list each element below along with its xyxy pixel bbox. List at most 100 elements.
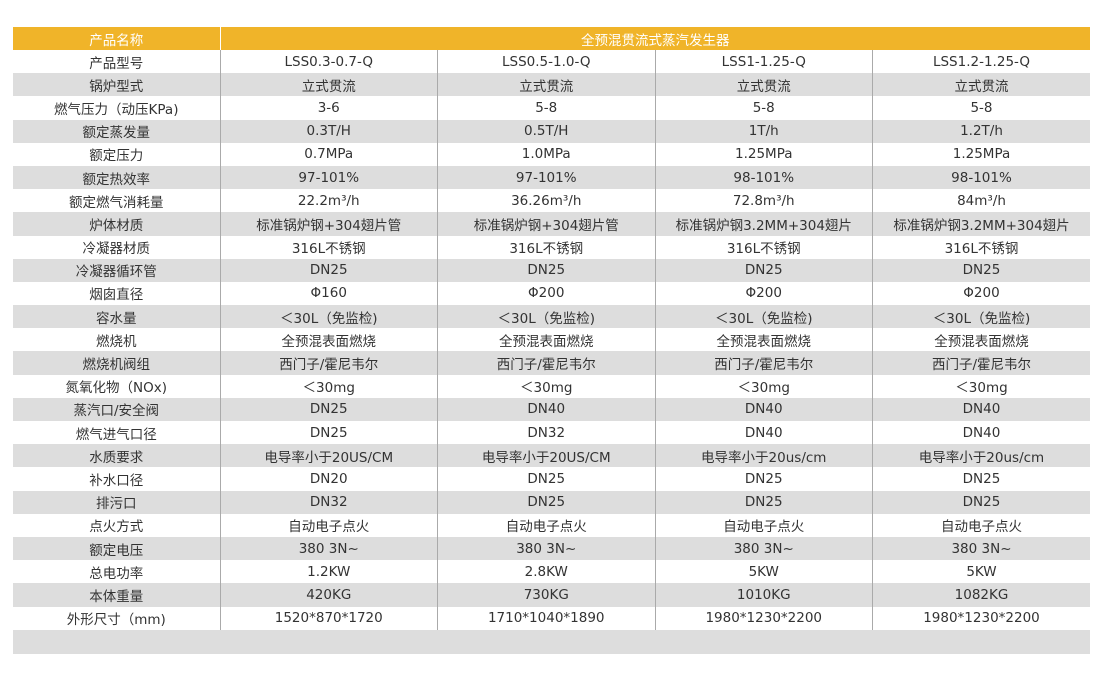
cell-value: 全预混表面燃烧 [220,328,438,352]
row-label: 产品型号 [13,50,221,74]
cell-value: 316L不锈钢 [437,235,656,259]
cell-value: 1520*870*1720 [220,606,438,630]
table-row: 水质要求 电导率小于20US/CM 电导率小于20US/CM 电导率小于20us/cm… [13,444,1090,468]
cell-value: 97-101% [220,165,438,190]
cell-value: DN40 [872,421,1090,445]
row-label: 燃气进气口径 [13,421,221,445]
cell-value: DN25 [437,490,656,514]
row-label: 排污口 [13,490,221,514]
cell-value: 1.25MPa [655,142,873,166]
cell-value: Φ200 [872,281,1090,306]
cell-value: DN25 [220,258,438,282]
cell-value: 1T/h [655,119,873,143]
cell-value: 全预混表面燃烧 [437,328,656,352]
cell-value: 电导率小于20US/CM [437,444,656,468]
row-label: 燃烧机 [13,328,221,352]
cell-value: DN25 [872,490,1090,514]
cell-value: DN40 [872,397,1090,421]
cell-value: 西门子/霍尼韦尔 [872,351,1090,375]
cell-value: 5-8 [872,96,1090,120]
cell-value: 电导率小于20us/cm [872,444,1090,468]
cell-value: 标准锅炉钢+304翅片管 [437,212,656,236]
row-label: 额定电压 [13,536,221,561]
row-label: 本体重量 [13,583,221,607]
table-row: 炉体材质 标准锅炉钢+304翅片管 标准锅炉钢+304翅片管 标准锅炉钢3.2MM+3… [13,212,1090,236]
cell-value: 1980*1230*2200 [872,606,1090,630]
cell-value: 西门子/霍尼韦尔 [655,351,873,375]
cell-value: 全预混表面燃烧 [872,328,1090,352]
cell-value: ＜30mg [437,374,656,398]
cell-value: LSS1.2-1.25-Q [872,50,1090,74]
cell-value: LSS0.5-1.0-Q [437,50,656,74]
cell-value: DN25 [220,421,438,445]
header-row: 产品名称 全预混贯流式蒸汽发生器 [13,27,1090,50]
table-row: 额定压力 0.7MPa 1.0MPa 1.25MPa 1.25MPa [13,142,1090,166]
cell-value: ＜30mg [655,374,873,398]
row-label: 额定燃气消耗量 [13,189,221,213]
cell-value: 380 3N~ [872,536,1090,561]
cell-value: 5KW [655,560,873,584]
cell-value: 标准锅炉钢+304翅片管 [220,212,438,236]
cell-value: DN40 [655,421,873,445]
cell-value: DN25 [872,467,1090,491]
table-row: 总电功率 1.2KW 2.8KW 5KW 5KW [13,560,1090,584]
cell-value: DN25 [655,258,873,282]
cell-value: 5-8 [437,96,656,120]
cell-value: 0.3T/H [220,119,438,143]
row-label: 水质要求 [13,444,221,468]
table-row: 燃气进气口径 DN25 DN32 DN40 DN40 [13,421,1090,445]
cell-value: LSS1-1.25-Q [655,50,873,74]
table-row: 额定电压 380 3N~ 380 3N~ 380 3N~ 380 3N~ [13,536,1090,561]
cell-value: 西门子/霍尼韦尔 [220,351,438,375]
cell-value: 72.8m³/h [655,189,873,213]
cell-value: 1710*1040*1890 [437,606,656,630]
table-row: 氮氧化物（NOx) ＜30mg ＜30mg ＜30mg ＜30mg [13,374,1090,398]
cell-value: ＜30L（免监检) [437,305,656,329]
table-row: 额定燃气消耗量 22.2m³/h 36.26m³/h 72.8m³/h 84m³/h [13,189,1090,213]
row-label: 补水口径 [13,467,221,491]
cell-value: 730KG [437,583,656,607]
cell-value: 1.25MPa [872,142,1090,166]
table-row: 燃气压力（动压KPa) 3-6 5-8 5-8 5-8 [13,96,1090,120]
row-label: 锅炉型式 [13,73,221,97]
cell-value: DN32 [437,421,656,445]
cell-value: DN40 [437,397,656,421]
table-row: 烟囱直径 Φ160 Φ200 Φ200 Φ200 [13,281,1090,306]
cell-value: 380 3N~ [220,536,438,561]
cell-value: ＜30L（免监检) [872,305,1090,329]
cell-value: 1010KG [655,583,873,607]
cell-value: 380 3N~ [437,536,656,561]
cell-value: 84m³/h [872,189,1090,213]
table-row: 本体重量 420KG 730KG 1010KG 1082KG [13,583,1090,607]
cell-value: 0.7MPa [220,142,438,166]
cell-value: 自动电子点火 [437,513,656,537]
row-label: 冷凝器循环管 [13,258,221,282]
cell-value: 22.2m³/h [220,189,438,213]
cell-value: LSS0.3-0.7-Q [220,50,438,74]
cell-value: 1082KG [872,583,1090,607]
cell-value: ＜30L（免监检) [220,305,438,329]
cell-value: 立式贯流 [655,73,873,97]
cell-value: 5-8 [655,96,873,120]
row-label: 容水量 [13,305,221,329]
cell-value: DN32 [220,490,438,514]
header-product-name: 全预混贯流式蒸汽发生器 [220,27,1090,50]
cell-value: 1.2T/h [872,119,1090,143]
footer-cell [13,629,1090,654]
table-row: 点火方式 自动电子点火 自动电子点火 自动电子点火 自动电子点火 [13,513,1090,537]
cell-value: 西门子/霍尼韦尔 [437,351,656,375]
table-row: 产品型号 LSS0.3-0.7-Q LSS0.5-1.0-Q LSS1-1.25-Q L… [13,50,1090,74]
cell-value: Φ160 [220,281,438,306]
cell-value: DN25 [220,397,438,421]
cell-value: DN25 [872,258,1090,282]
cell-value: ＜30L（免监检) [655,305,873,329]
cell-value: 立式贯流 [872,73,1090,97]
cell-value: 电导率小于20US/CM [220,444,438,468]
cell-value: 97-101% [437,165,656,190]
cell-value: Φ200 [437,281,656,306]
row-label: 冷凝器材质 [13,235,221,259]
spec-table: 产品名称 全预混贯流式蒸汽发生器 产品型号 LSS0.3-0.7-Q LSS0.5-… [13,27,1090,654]
cell-value: ＜30mg [872,374,1090,398]
row-label: 燃烧机阀组 [13,351,221,375]
table-row: 额定蒸发量 0.3T/H 0.5T/H 1T/h 1.2T/h [13,119,1090,143]
